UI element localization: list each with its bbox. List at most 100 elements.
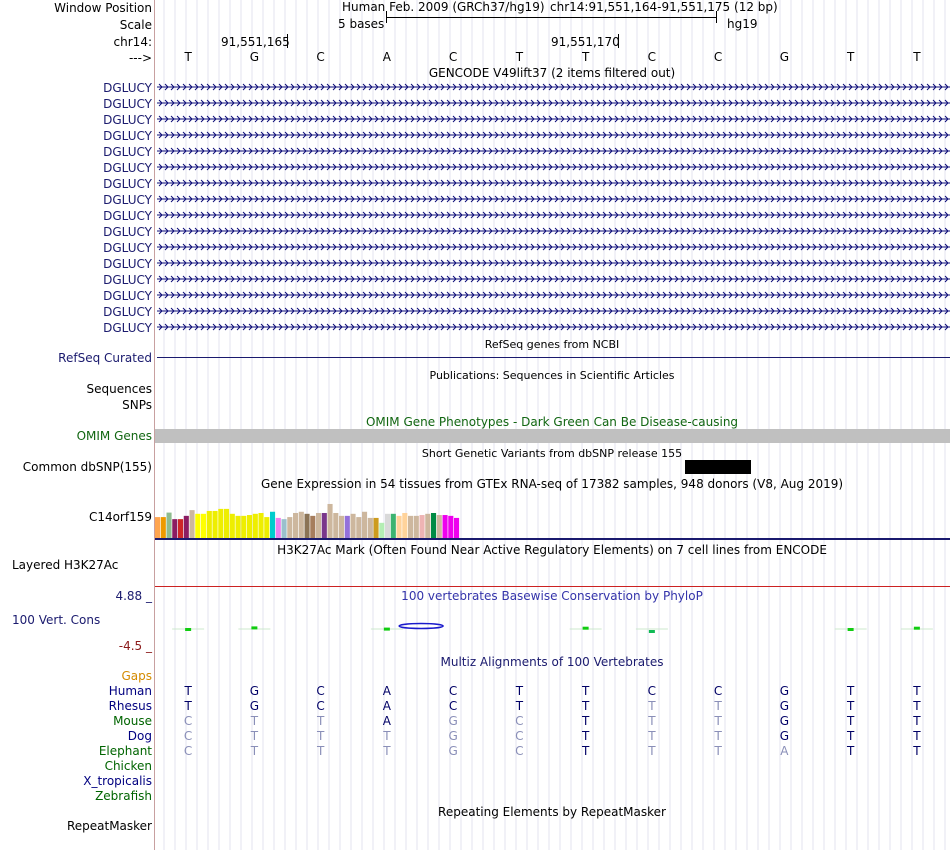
alignment-base: T [714,744,722,758]
gtex-tissue-bar [258,512,264,538]
species-label[interactable]: Mouse [113,714,152,728]
species-label[interactable]: Human [108,684,152,698]
gtex-tissue-bar [166,512,172,538]
gtex-tissue-bar [385,513,391,538]
gencode-transcript-label[interactable]: DGLUCY [103,257,152,271]
gencode-transcript-label[interactable]: DGLUCY [103,161,152,175]
phylop-graph[interactable] [155,600,950,650]
refseq-line[interactable] [157,357,950,358]
gencode-transcript [157,195,950,203]
gencode-transcript-label[interactable]: DGLUCY [103,113,152,127]
gencode-transcript [157,323,950,331]
alignment-base: T [581,729,590,743]
dbsnp-track-label[interactable]: Common dbSNP(155) [22,460,152,474]
gencode-transcripts[interactable] [155,80,950,335]
h3k27ac-track-label[interactable]: Layered H3K27Ac [12,558,119,572]
gtex-tissue-bar [367,517,373,538]
base-letter: T [913,50,921,64]
alignment-base: T [184,699,192,713]
gtex-tissue-bar [436,515,442,538]
gencode-transcript-label[interactable]: DGLUCY [103,321,152,335]
gtex-tissue-bar [155,517,161,538]
h3k27ac-baseline [155,586,950,587]
gencode-transcript [157,179,950,187]
gtex-tissue-bar [281,519,287,538]
gencode-transcript [157,227,950,235]
gtex-tissue-bar [350,513,356,538]
h3k27ac-track-title: H3K27Ac Mark (Often Found Near Active Re… [277,543,827,557]
gencode-transcript-label[interactable]: DGLUCY [103,273,152,287]
phylop-score-mark [582,626,589,630]
species-label[interactable]: X_tropicalis [83,774,152,788]
gencode-transcript-label[interactable]: DGLUCY [103,97,152,111]
gencode-transcript-label[interactable]: DGLUCY [103,177,152,191]
gencode-transcript-label[interactable]: DGLUCY [103,305,152,319]
omim-track-label[interactable]: OMIM Genes [76,429,152,443]
species-label[interactable]: Dog [127,729,152,743]
gencode-transcript [157,131,950,139]
alignment-base: T [581,714,590,728]
gencode-transcript-label[interactable]: DGLUCY [103,209,152,223]
gtex-tissue-bar [356,517,362,538]
alignment-base: T [846,729,855,743]
gtex-tissue-bar [413,515,419,538]
phylop-track-label[interactable]: 100 Vert. Cons [12,613,101,627]
base-letter: T [515,50,524,64]
gencode-transcript-label[interactable]: DGLUCY [103,289,152,303]
alignment-base: G [249,684,260,698]
repeatmasker-track-title: Repeating Elements by RepeatMasker [438,805,666,819]
gencode-transcript [157,99,950,107]
alignment-base: G [448,714,458,728]
species-label[interactable]: Zebrafish [95,789,152,803]
gtex-tissue-bar [373,517,379,538]
base-letter: C [713,50,723,64]
gtex-tissue-bar [270,511,276,538]
gencode-transcript-label[interactable]: DGLUCY [103,193,152,207]
alignment-base: A [382,714,391,728]
tracks-area[interactable]: Human Feb. 2009 (GRCh37/hg19) chr14:91,5… [155,0,950,850]
alignment-base: C [647,684,657,698]
sequences-track-label[interactable]: Sequences [86,382,152,396]
gtex-tissue-bar [448,515,454,538]
gencode-transcript-label[interactable]: DGLUCY [103,129,152,143]
scale-bar [386,11,717,23]
gencode-transcript-label[interactable]: DGLUCY [103,81,152,95]
snps-track-label[interactable]: SNPs [122,398,152,412]
alignment-base: C [183,714,193,728]
alignment-base: G [779,729,790,743]
gtex-tissue-bar [275,517,281,538]
base-letter: C [647,50,657,64]
species-label[interactable]: Chicken [104,759,152,773]
base-letter: T [846,50,855,64]
phylop-score-mark [847,628,854,631]
species-label[interactable]: Elephant [98,744,152,758]
alignment-base: T [648,699,656,713]
gencode-transcript [157,275,950,283]
alignment-base: G [448,729,458,743]
base-letter: T [184,50,192,64]
gencode-transcript-label[interactable]: DGLUCY [103,145,152,159]
gencode-transcript-label[interactable]: DGLUCY [103,225,152,239]
gtex-tissue-bar [224,508,230,538]
alignment-base: T [581,684,590,698]
alignment-base: T [515,699,524,713]
repeatmasker-track-label[interactable]: RepeatMasker [66,819,152,833]
alignment-base: T [846,714,855,728]
omim-feature-bar[interactable] [155,429,950,443]
phylop-score-mark [648,630,655,633]
gtex-bar-chart[interactable] [155,490,950,542]
gtex-tissue-bar [333,512,339,538]
alignment-base: T [913,729,921,743]
refseq-track-label[interactable]: RefSeq Curated [58,351,152,365]
gencode-transcript [157,83,950,91]
gtex-tissue-bar [229,513,235,538]
phylop-score-mark [251,626,258,630]
gtex-tissue-bar [183,515,189,538]
gtex-track-label[interactable]: C14orf159 [88,510,152,524]
coord-tick-1 [287,34,288,48]
gencode-transcript [157,147,950,155]
dbsnp-variant[interactable] [685,460,751,474]
species-label[interactable]: Rhesus [108,699,152,713]
gtex-tissue-bar [339,515,345,538]
gencode-transcript-label[interactable]: DGLUCY [103,241,152,255]
